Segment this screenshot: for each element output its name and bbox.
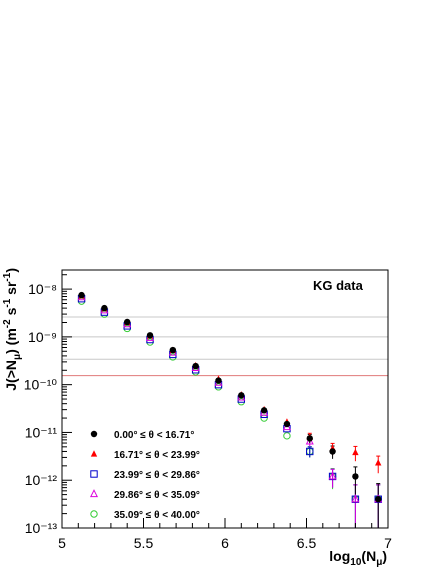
x-tick-label-6: 6 bbox=[221, 535, 229, 551]
data-point bbox=[352, 473, 359, 480]
legend-label-2: 23.99° ≤ θ < 29.86° bbox=[114, 470, 200, 481]
y-tick-label-11: 10⁻¹¹ bbox=[25, 424, 58, 440]
data-point bbox=[169, 346, 177, 354]
x-tick-label-5: 5 bbox=[58, 535, 66, 551]
data-point bbox=[238, 392, 245, 399]
tick-labels: 5 5.5 6 6.5 7 10⁻⁸ 10⁻⁹ 10⁻¹⁰ 10⁻¹¹ 10⁻¹² 10⁻¹³ bbox=[24, 281, 392, 551]
legend-label-1: 16.71° ≤ θ < 23.99° bbox=[114, 450, 200, 461]
x-tick-label-5-5: 5.5 bbox=[134, 535, 154, 551]
data-markers bbox=[77, 291, 383, 503]
data-point bbox=[351, 494, 360, 503]
data-point bbox=[101, 304, 108, 312]
data-point bbox=[146, 338, 154, 346]
error-bars bbox=[307, 432, 381, 528]
legend-label-3: 29.86° ≤ θ < 35.09° bbox=[114, 490, 200, 501]
data-point bbox=[237, 398, 246, 406]
data-point bbox=[352, 448, 359, 456]
data-point bbox=[375, 459, 382, 466]
legend: 0.00° ≤ θ < 16.71° 16.71° ≤ θ < 23.99° 23.… bbox=[89, 430, 200, 521]
legend-marker-0 bbox=[90, 430, 98, 438]
y-tick-label-12: 10⁻¹² bbox=[25, 472, 58, 488]
y-tick-label-8: 10⁻⁸ bbox=[28, 281, 57, 297]
x-tick-label-7: 7 bbox=[384, 535, 392, 551]
data-point bbox=[306, 435, 313, 442]
reference-lines bbox=[62, 316, 388, 377]
data-point bbox=[306, 447, 314, 456]
x-tick-label-6-5: 6.5 bbox=[297, 535, 317, 551]
data-point bbox=[192, 362, 199, 370]
x-axis-label: log10(Nμ) bbox=[329, 548, 387, 568]
plot-frame bbox=[61, 269, 389, 529]
y-tick-label-9: 10⁻⁹ bbox=[28, 329, 57, 345]
data-point bbox=[215, 377, 222, 384]
legend-marker-1 bbox=[90, 450, 98, 457]
y-tick-label-13: 10⁻¹³ bbox=[25, 520, 58, 536]
legend-marker-3 bbox=[89, 489, 99, 498]
data-point bbox=[329, 448, 336, 455]
data-point bbox=[328, 471, 337, 480]
legend-marker-2 bbox=[90, 470, 98, 478]
data-point bbox=[146, 332, 154, 339]
data-point bbox=[260, 414, 268, 422]
data-point bbox=[375, 496, 382, 503]
data-point bbox=[78, 291, 85, 299]
data-point bbox=[260, 407, 268, 414]
legend-label-0: 0.00° ≤ θ < 16.71° bbox=[114, 430, 194, 441]
legend-label-4: 35.09° ≤ θ < 40.00° bbox=[114, 510, 200, 521]
y-tick-label-10: 10⁻¹⁰ bbox=[24, 377, 58, 393]
data-point bbox=[214, 383, 223, 391]
y-axis-label: J(>Nμ) (m-2 s-1 sr-1) bbox=[2, 268, 23, 391]
chart-annotation: KG data bbox=[313, 278, 364, 293]
data-point bbox=[124, 318, 131, 326]
legend-marker-4 bbox=[90, 510, 98, 518]
data-point bbox=[283, 420, 291, 428]
axis-ticks bbox=[61, 274, 389, 529]
data-point bbox=[191, 368, 200, 376]
data-point bbox=[283, 432, 291, 440]
